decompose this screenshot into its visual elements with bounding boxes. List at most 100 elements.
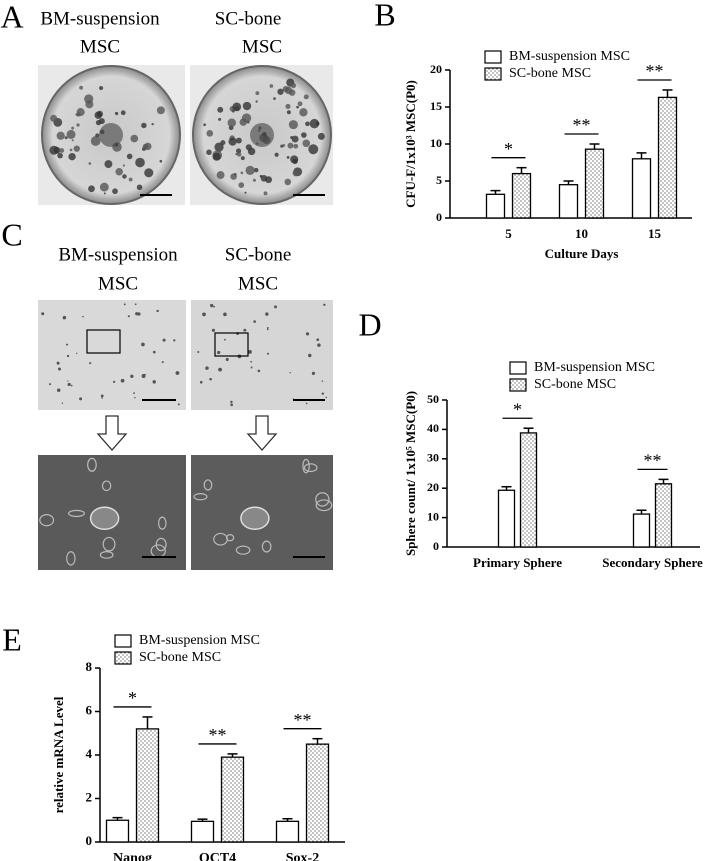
bar xyxy=(190,820,215,843)
colony xyxy=(235,137,242,144)
colony xyxy=(252,178,256,182)
cell xyxy=(175,371,180,375)
colony xyxy=(301,132,307,138)
colony xyxy=(290,82,297,89)
legend-swatch xyxy=(114,634,132,648)
colony xyxy=(255,91,260,96)
colony xyxy=(49,145,59,155)
y-axis-title: Sphere count/ 1x10⁵ MSC(P0) xyxy=(403,391,418,556)
cell xyxy=(82,315,84,318)
bar xyxy=(511,172,532,219)
colony xyxy=(244,191,247,194)
cell xyxy=(266,326,269,329)
colony xyxy=(219,149,222,152)
legend-swatch xyxy=(114,651,132,665)
y-tick-label: 6 xyxy=(86,702,93,717)
cell xyxy=(56,361,60,365)
cell xyxy=(305,402,308,405)
cell xyxy=(76,352,78,354)
x-tick-label: 15 xyxy=(648,226,662,241)
colony xyxy=(273,97,276,100)
cell xyxy=(155,537,167,552)
colony xyxy=(253,167,259,173)
colony xyxy=(245,165,255,175)
colony xyxy=(315,121,320,126)
colony xyxy=(64,136,68,140)
colony xyxy=(286,110,291,115)
colony xyxy=(292,169,300,177)
colony xyxy=(308,144,319,155)
colony xyxy=(99,123,123,147)
cell xyxy=(257,369,261,373)
cell xyxy=(253,320,256,323)
colony xyxy=(71,126,75,130)
colony xyxy=(130,134,139,143)
colony xyxy=(57,152,63,159)
legend-label: BM-suspension MSC xyxy=(534,360,655,375)
colony xyxy=(214,142,224,152)
cell xyxy=(152,350,156,354)
colony xyxy=(282,143,286,147)
y-tick-label: 15 xyxy=(430,99,442,113)
x-tick-label: Nanog xyxy=(113,851,152,861)
significance-label: ** xyxy=(573,115,591,135)
cell xyxy=(308,353,312,358)
cell xyxy=(62,317,65,320)
cell xyxy=(325,396,327,399)
cell xyxy=(315,492,330,507)
sphere xyxy=(89,506,120,530)
significance-label: * xyxy=(513,399,522,419)
cell xyxy=(323,303,326,306)
colony xyxy=(269,84,274,88)
cell xyxy=(57,367,62,371)
colony xyxy=(69,148,73,152)
micrograph xyxy=(38,300,186,410)
colony xyxy=(230,173,237,180)
colony xyxy=(128,177,133,182)
cell xyxy=(144,373,146,376)
colony xyxy=(277,88,284,95)
inset-box xyxy=(86,329,121,354)
colony xyxy=(73,145,80,152)
cell xyxy=(102,536,116,552)
cell xyxy=(39,514,55,527)
colony xyxy=(95,119,102,126)
colony xyxy=(90,136,101,146)
cell xyxy=(321,392,325,395)
y-tick-label: 5 xyxy=(436,173,442,187)
caption: BM-suspension xyxy=(58,244,178,265)
colony xyxy=(103,192,106,195)
sphere xyxy=(240,506,270,530)
cell xyxy=(173,339,176,342)
colony xyxy=(212,152,221,161)
y-tick-label: 8 xyxy=(86,659,93,674)
cell xyxy=(274,305,277,309)
colony xyxy=(236,152,242,157)
cell xyxy=(99,550,114,559)
cell xyxy=(56,388,61,392)
y-axis-title: CFU-F/1x10³ MSC(P0) xyxy=(403,80,418,208)
colony xyxy=(59,148,65,153)
colony xyxy=(241,113,252,123)
cell xyxy=(134,397,136,399)
cell xyxy=(209,303,214,308)
colony xyxy=(88,185,95,193)
colony xyxy=(75,113,79,116)
colony xyxy=(122,164,126,167)
caption: MSC xyxy=(98,273,138,294)
colony xyxy=(88,162,92,165)
cell xyxy=(49,383,52,386)
colony xyxy=(217,106,224,113)
bar xyxy=(558,184,579,219)
cell xyxy=(317,343,321,347)
cells xyxy=(39,303,333,566)
cell xyxy=(133,392,135,395)
arrow xyxy=(246,415,278,451)
cell xyxy=(89,362,92,365)
colony xyxy=(76,108,85,117)
colony xyxy=(263,191,268,196)
x-tick-label: Sox-2 xyxy=(286,851,319,861)
colony xyxy=(309,118,320,129)
cell xyxy=(217,350,221,355)
